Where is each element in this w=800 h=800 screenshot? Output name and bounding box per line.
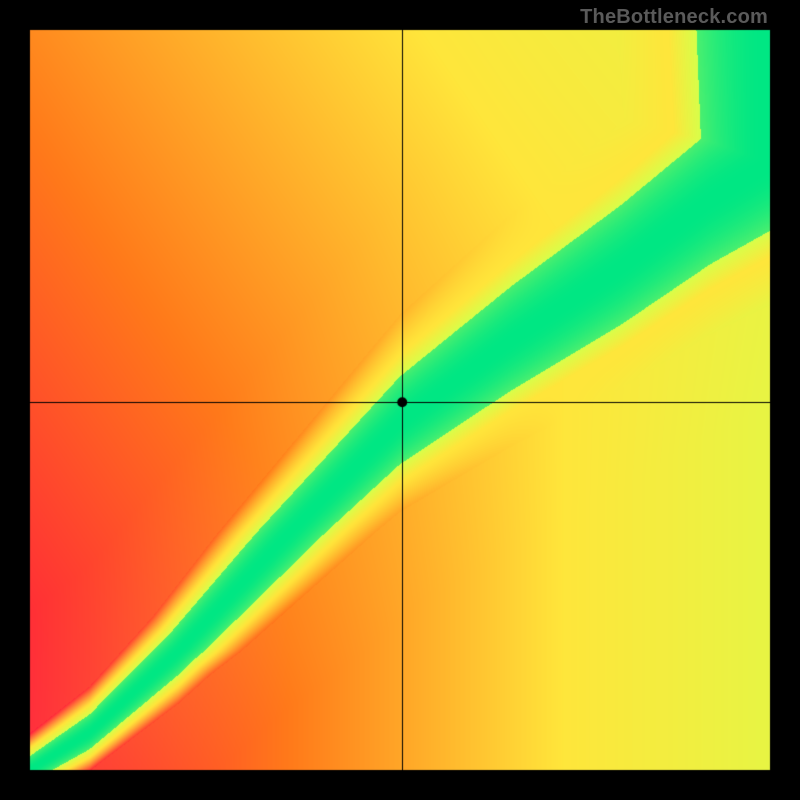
chart-container: TheBottleneck.com [0, 0, 800, 800]
heatmap-canvas [0, 0, 800, 800]
watermark-text: TheBottleneck.com [580, 6, 768, 29]
